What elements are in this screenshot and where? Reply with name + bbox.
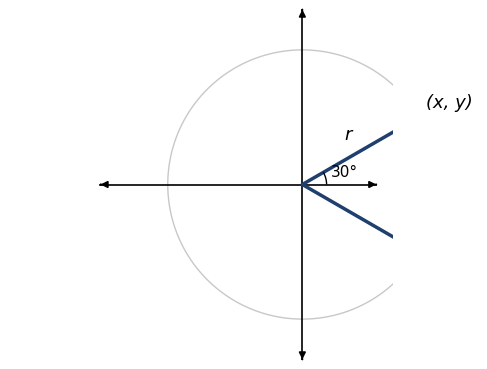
- Point: [415, 114, 423, 120]
- Text: 30°: 30°: [331, 165, 358, 180]
- Text: r: r: [345, 126, 352, 144]
- Text: (x, y): (x, y): [426, 94, 472, 112]
